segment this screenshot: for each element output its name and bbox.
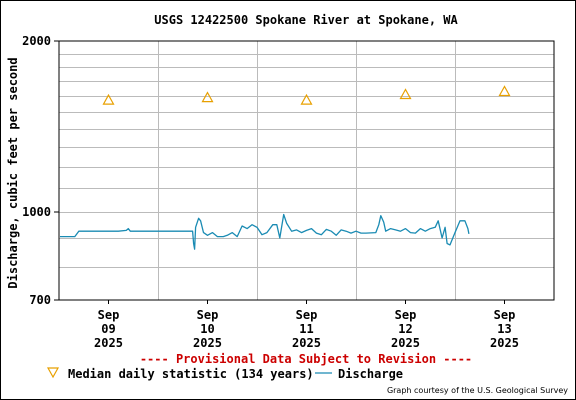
- legend: Median daily statistic (134 years) Disch…: [46, 367, 403, 381]
- x-tick-label: 2025: [193, 336, 222, 350]
- provisional-note: ---- Provisional Data Subject to Revisio…: [140, 352, 472, 366]
- x-tick-label: Sep: [197, 308, 219, 322]
- grid-lines: [59, 41, 554, 300]
- x-tick-label: 2025: [391, 336, 420, 350]
- median-triangle-marker: [201, 91, 214, 103]
- plot-border: [58, 40, 555, 301]
- x-tick-label: Sep: [98, 308, 120, 322]
- x-tick-label: 13: [497, 322, 511, 336]
- x-tick-label: Sep: [395, 308, 417, 322]
- x-tick-label: 11: [299, 322, 313, 336]
- median-triangle-marker: [300, 93, 313, 105]
- chart-title: USGS 12422500 Spokane River at Spokane, …: [154, 13, 458, 27]
- x-tick-label: 2025: [292, 336, 321, 350]
- legend-median-marker: [46, 367, 60, 379]
- y-axis-label: Discharge, cubic feet per second: [6, 57, 20, 288]
- x-tick-label: Sep: [296, 308, 318, 322]
- series-layer: [60, 85, 511, 250]
- x-tick-label: 09: [101, 322, 115, 336]
- x-tick-label: 10: [200, 322, 214, 336]
- y-tick-label: 1000: [22, 205, 51, 219]
- courtesy-note: Graph courtesy of the U.S. Geological Su…: [387, 386, 568, 395]
- median-triangle-marker: [102, 93, 115, 105]
- y-tick-label: 2000: [22, 34, 51, 48]
- legend-median-label: Median daily statistic (134 years): [68, 367, 314, 381]
- x-tick-label: 12: [398, 322, 412, 336]
- legend-discharge-label: Discharge: [338, 367, 403, 381]
- x-axis-ticks: Sep092025Sep102025Sep112025Sep122025Sep1…: [94, 300, 519, 350]
- median-triangle-marker: [498, 85, 511, 97]
- x-tick-label: 2025: [490, 336, 519, 350]
- x-tick-label: Sep: [494, 308, 516, 322]
- discharge-line: [60, 213, 470, 250]
- median-triangle-marker: [399, 88, 412, 100]
- x-tick-label: 2025: [94, 336, 123, 350]
- y-tick-label: 700: [29, 293, 51, 307]
- y-axis-ticks: 2000 1000 700: [22, 34, 59, 307]
